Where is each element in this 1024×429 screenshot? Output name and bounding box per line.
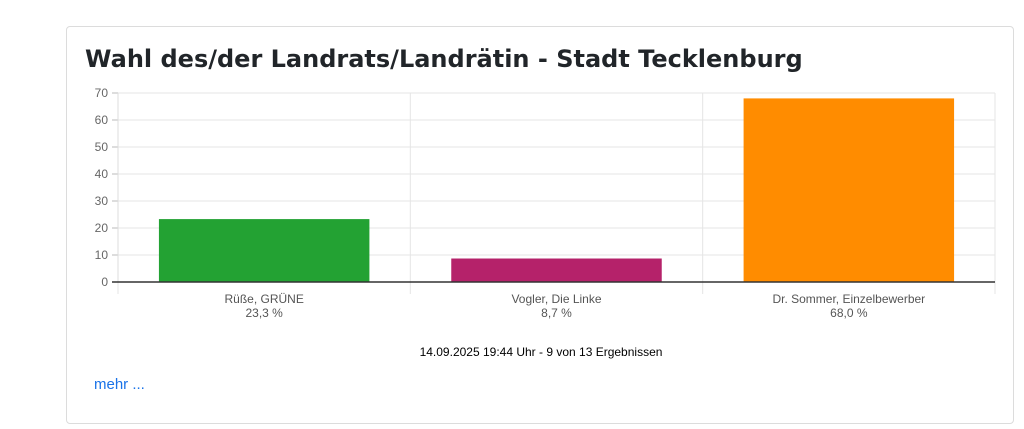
value-label: 23,3 % <box>245 306 283 320</box>
chart-title: Wahl des/der Landrats/Landrätin - Stadt … <box>85 45 803 73</box>
bar <box>158 219 370 282</box>
value-label: 68,0 % <box>830 306 868 320</box>
bar <box>451 258 662 282</box>
result-card: Wahl des/der Landrats/Landrätin - Stadt … <box>66 26 1014 424</box>
category-label: Vogler, Die Linke <box>511 292 601 306</box>
y-tick-label: 20 <box>95 221 109 235</box>
bar <box>743 98 955 283</box>
y-tick-label: 50 <box>95 140 109 154</box>
y-tick-label: 70 <box>95 86 109 100</box>
y-tick-label: 0 <box>101 275 108 289</box>
results-status-text: 14.09.2025 19:44 Uhr - 9 von 13 Ergebnis… <box>419 345 663 359</box>
y-tick-label: 60 <box>95 113 109 127</box>
category-label: Dr. Sommer, Einzelbewerber <box>772 292 925 306</box>
y-tick-label: 30 <box>95 194 109 208</box>
value-label: 8,7 % <box>541 306 572 320</box>
category-label: Rüße, GRÜNE <box>224 292 303 306</box>
more-link[interactable]: mehr ... <box>94 376 145 393</box>
y-tick-label: 10 <box>95 248 109 262</box>
y-tick-label: 40 <box>95 167 109 181</box>
